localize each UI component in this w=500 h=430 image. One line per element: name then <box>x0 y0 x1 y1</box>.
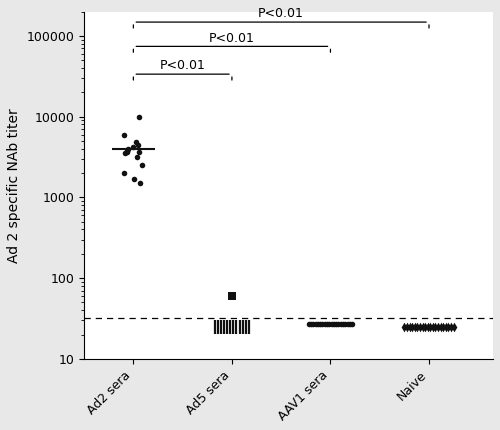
Point <box>342 320 349 327</box>
Point <box>130 144 138 150</box>
Point <box>426 323 434 330</box>
Point <box>132 139 140 146</box>
Point <box>133 153 141 160</box>
Point <box>310 320 318 327</box>
Point <box>307 320 315 327</box>
Point <box>122 150 130 157</box>
Point <box>305 320 313 327</box>
Point <box>228 292 236 299</box>
Point <box>429 323 437 330</box>
Point <box>321 320 329 327</box>
Point <box>124 145 132 152</box>
Point <box>436 323 444 330</box>
Point <box>312 320 320 327</box>
Point <box>330 320 338 327</box>
Point <box>408 323 416 330</box>
Point <box>344 320 351 327</box>
Point <box>136 180 143 187</box>
Point <box>314 320 322 327</box>
Point <box>348 320 356 327</box>
Point <box>332 320 340 327</box>
Point <box>120 170 128 177</box>
Point <box>406 323 413 330</box>
Point <box>336 320 344 327</box>
Point <box>134 141 142 148</box>
Point <box>414 323 422 330</box>
Point <box>124 147 132 154</box>
Point <box>120 131 128 138</box>
Point <box>400 323 408 330</box>
Point <box>447 323 455 330</box>
Point <box>432 323 440 330</box>
Point <box>403 323 411 330</box>
Point <box>418 323 426 330</box>
Text: P<0.01: P<0.01 <box>160 59 206 72</box>
Point <box>326 320 334 327</box>
Point <box>424 323 432 330</box>
Point <box>442 323 450 330</box>
Point <box>123 149 131 156</box>
Text: P<0.01: P<0.01 <box>258 7 304 20</box>
Point <box>346 320 354 327</box>
Point <box>421 323 429 330</box>
Point <box>130 175 138 182</box>
Point <box>334 320 342 327</box>
Point <box>138 162 146 169</box>
Point <box>416 323 424 330</box>
Text: P<0.01: P<0.01 <box>209 32 255 45</box>
Point <box>134 148 142 155</box>
Point <box>316 320 324 327</box>
Point <box>328 320 336 327</box>
Y-axis label: Ad 2 specific NAb titer: Ad 2 specific NAb titer <box>7 108 21 263</box>
Point <box>339 320 347 327</box>
Point <box>318 320 326 327</box>
Point <box>323 320 331 327</box>
Point <box>440 323 448 330</box>
Point <box>450 323 458 330</box>
Point <box>444 323 452 330</box>
Point <box>410 323 418 330</box>
Point <box>134 113 142 120</box>
Point <box>434 323 442 330</box>
